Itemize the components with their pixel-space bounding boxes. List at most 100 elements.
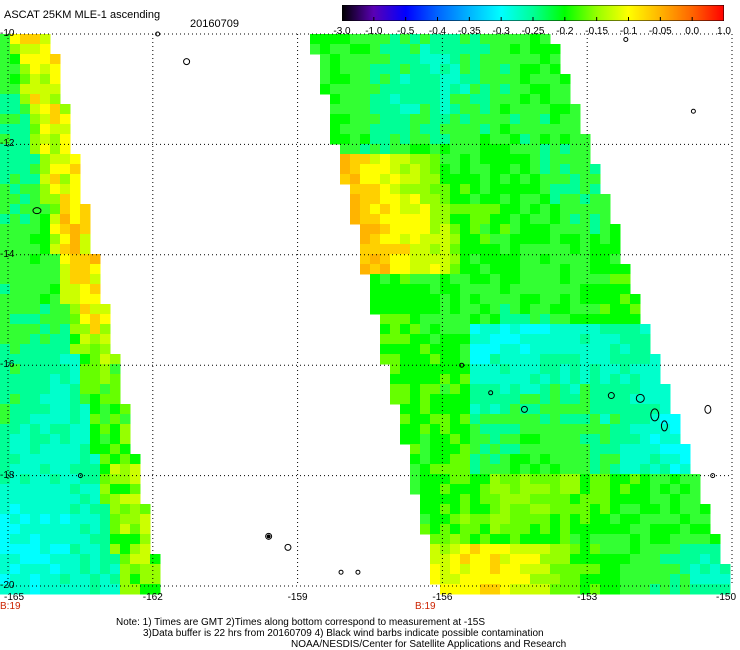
wind-cell — [430, 344, 441, 355]
wind-cell — [90, 274, 101, 285]
island-outline — [488, 390, 494, 396]
wind-cell — [480, 354, 491, 365]
wind-cell — [460, 274, 471, 285]
wind-cell — [470, 574, 481, 585]
wind-cell — [400, 34, 411, 45]
wind-cell — [620, 504, 631, 515]
wind-cell — [430, 264, 441, 275]
wind-cell — [570, 504, 581, 515]
wind-cell — [570, 494, 581, 505]
wind-cell — [0, 174, 11, 185]
wind-cell — [510, 454, 521, 465]
wind-cell — [340, 64, 351, 75]
wind-cell — [540, 194, 551, 205]
wind-cell — [400, 164, 411, 175]
wind-cell — [560, 214, 571, 225]
wind-cell — [80, 244, 91, 255]
wind-cell — [490, 584, 501, 595]
wind-cell — [0, 354, 11, 365]
wind-cell — [90, 514, 101, 525]
wind-cell — [510, 194, 521, 205]
wind-cell — [10, 394, 21, 405]
wind-cell — [510, 294, 521, 305]
wind-cell — [690, 524, 701, 535]
wind-cell — [520, 244, 531, 255]
wind-cell — [470, 44, 481, 55]
wind-cell — [390, 294, 401, 305]
wind-cell — [0, 84, 11, 95]
wind-cell — [520, 214, 531, 225]
wind-cell — [410, 274, 421, 285]
wind-cell — [580, 454, 591, 465]
wind-cell — [620, 574, 631, 585]
wind-cell — [0, 464, 11, 475]
wind-cell — [530, 494, 541, 505]
wind-cell — [600, 474, 611, 485]
wind-cell — [620, 514, 631, 525]
wind-cell — [30, 274, 41, 285]
wind-cell — [40, 564, 51, 575]
wind-cell — [360, 234, 371, 245]
wind-cell — [650, 464, 661, 475]
wind-cell — [400, 84, 411, 95]
wind-cell — [540, 234, 551, 245]
wind-cell — [430, 444, 441, 455]
wind-cell — [400, 254, 411, 265]
wind-cell — [50, 394, 61, 405]
wind-cell — [350, 54, 361, 65]
wind-cell — [50, 444, 61, 455]
wind-cell — [610, 454, 621, 465]
colorbar-tick-label: 0.0 — [685, 26, 700, 37]
wind-cell — [430, 424, 441, 435]
wind-cell — [540, 344, 551, 355]
wind-cell — [510, 424, 521, 435]
wind-cell — [40, 524, 51, 535]
wind-cell — [30, 54, 41, 65]
wind-cell — [20, 494, 31, 505]
wind-cell — [100, 454, 111, 465]
wind-cell — [440, 394, 451, 405]
wind-cell — [650, 364, 661, 375]
wind-cell — [590, 184, 601, 195]
wind-cell — [50, 154, 61, 165]
wind-cell — [500, 414, 511, 425]
wind-cell — [100, 374, 111, 385]
graticule — [7, 33, 733, 587]
wind-cell — [510, 344, 521, 355]
wind-cell — [150, 574, 161, 585]
wind-cell — [530, 414, 541, 425]
wind-cell — [500, 104, 511, 115]
wind-cell — [0, 404, 11, 415]
wind-cell — [400, 184, 411, 195]
wind-cell — [560, 494, 571, 505]
wind-cell — [620, 314, 631, 325]
wind-cell — [430, 484, 441, 495]
wind-cell — [560, 124, 571, 135]
wind-cell — [630, 504, 641, 515]
wind-cell — [580, 364, 591, 375]
wind-cell — [590, 524, 601, 535]
wind-cell — [400, 144, 411, 155]
wind-cell — [0, 234, 11, 245]
wind-cell — [500, 344, 511, 355]
wind-cell — [440, 264, 451, 275]
wind-cell — [480, 264, 491, 275]
wind-cell — [480, 534, 491, 545]
wind-cell — [140, 514, 151, 525]
wind-cell — [90, 564, 101, 575]
wind-cell — [620, 284, 631, 295]
wind-cell — [470, 104, 481, 115]
wind-cell — [420, 74, 431, 85]
wind-cell — [480, 74, 491, 85]
wind-cell — [420, 314, 431, 325]
wind-cell — [20, 224, 31, 235]
wind-cell — [480, 184, 491, 195]
wind-cell — [510, 174, 521, 185]
wind-cell — [550, 424, 561, 435]
wind-cell — [10, 564, 21, 575]
wind-cell — [480, 94, 491, 105]
wind-cell — [550, 264, 561, 275]
wind-cell — [520, 304, 531, 315]
wind-cell — [10, 224, 21, 235]
wind-cell — [450, 154, 461, 165]
